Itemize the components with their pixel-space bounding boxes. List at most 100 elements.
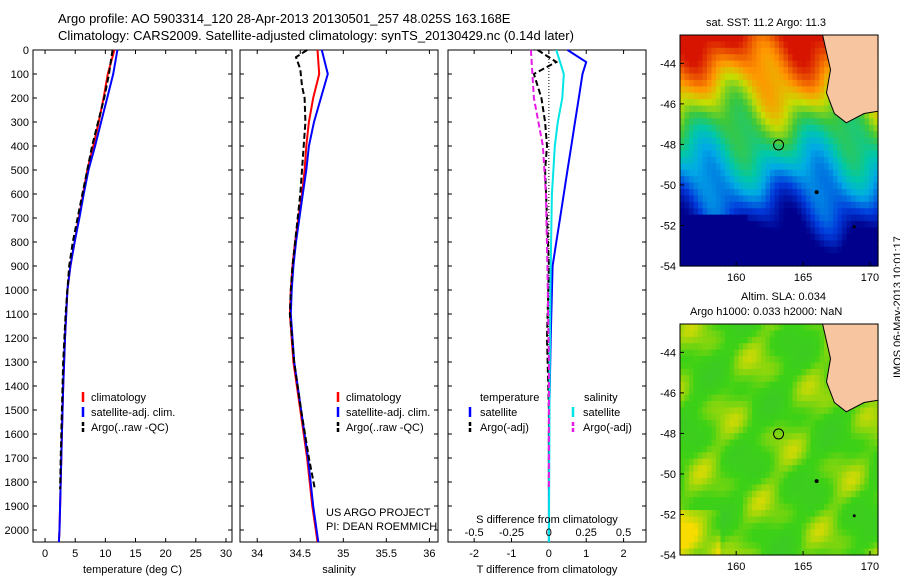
depth-tick-label: 1800 bbox=[5, 477, 29, 489]
depth-tick-label: 400 bbox=[11, 141, 29, 153]
difference-xtick-label: 0 bbox=[546, 548, 552, 560]
depth-tick-label: 200 bbox=[11, 93, 29, 105]
sla-ytick-label: -54 bbox=[660, 550, 676, 562]
temperature-series-1 bbox=[57, 49, 119, 543]
sla-ytick-label: -48 bbox=[660, 428, 676, 440]
difference-x2label: S difference from climatology bbox=[476, 514, 618, 526]
temperature-xlabel: temperature (deg C) bbox=[83, 564, 182, 576]
temperature-xtick-label: 15 bbox=[129, 548, 141, 560]
depth-tick-label: 0 bbox=[23, 45, 29, 57]
salinity-xtick-label: 35.5 bbox=[376, 548, 397, 560]
depth-tick-label: 900 bbox=[11, 261, 29, 273]
depth-tick-label: 600 bbox=[11, 189, 29, 201]
sst-ytick-label: -44 bbox=[660, 58, 676, 70]
salinity-xtick-label: 35 bbox=[337, 548, 349, 560]
salinity-xtick-label: 34.5 bbox=[290, 548, 311, 560]
sla-ytick-label: -50 bbox=[660, 469, 676, 481]
depth-tick-label: 1400 bbox=[5, 381, 29, 393]
difference-x2tick-label: -0.5 bbox=[465, 527, 484, 539]
sst-map-frame bbox=[679, 34, 879, 267]
figure-title-line2: Climatology: CARS2009. Satellite-adjuste… bbox=[58, 28, 574, 43]
difference-xtick-label: -2 bbox=[469, 548, 479, 560]
salinity-series-2 bbox=[288, 49, 316, 490]
difference-x2tick-label: -0.25 bbox=[499, 527, 524, 539]
depth-tick-label: 1000 bbox=[5, 285, 29, 297]
sst-ytick-label: -54 bbox=[660, 261, 676, 273]
sla-map-frame bbox=[679, 323, 879, 556]
difference-x2tick-label: 0.5 bbox=[616, 527, 631, 539]
depth-tick-label: 1300 bbox=[5, 357, 29, 369]
temperature-xtick-label: 10 bbox=[99, 548, 111, 560]
pi-label: PI: DEAN ROEMMICH bbox=[326, 521, 437, 533]
salinity-legend-label: climatology bbox=[346, 392, 402, 404]
difference-series-3 bbox=[529, 49, 550, 490]
depth-tick-label: 700 bbox=[11, 213, 29, 225]
temperature-legend-label: Argo(..raw -QC) bbox=[91, 422, 169, 434]
sla-xtick-label: 165 bbox=[794, 561, 812, 573]
sla-ytick-label: -52 bbox=[660, 509, 676, 521]
difference-x2tick-label: 0 bbox=[546, 527, 552, 539]
sla-ytick-label: -44 bbox=[660, 347, 676, 359]
temperature-xtick-label: 0 bbox=[42, 548, 48, 560]
sst-ytick-label: -52 bbox=[660, 220, 676, 232]
sst-xtick-label: 170 bbox=[861, 272, 879, 284]
sla-map-title-1: Altim. SLA: 0.034 bbox=[741, 291, 826, 303]
depth-tick-label: 1900 bbox=[5, 501, 29, 513]
difference-xtick-label: 2 bbox=[621, 548, 627, 560]
sst-map-title: sat. SST: 11.2 Argo: 11.3 bbox=[706, 17, 827, 29]
sla-xtick-label: 160 bbox=[727, 561, 745, 573]
sst-ytick-label: -48 bbox=[660, 139, 676, 151]
sst-ytick-label: -50 bbox=[660, 180, 676, 192]
depth-tick-label: 1100 bbox=[5, 309, 29, 321]
depth-tick-label: 1500 bbox=[5, 405, 29, 417]
sla-xtick-label: 170 bbox=[861, 561, 879, 573]
project-label: US ARGO PROJECT bbox=[326, 507, 431, 519]
diff-legend-label: Argo(-adj) bbox=[480, 422, 529, 434]
depth-tick-label: 800 bbox=[11, 237, 29, 249]
salinity-xtick-label: 34 bbox=[251, 548, 263, 560]
diff-legend-title-s: salinity bbox=[584, 392, 618, 404]
difference-series-1 bbox=[532, 49, 559, 490]
depth-tick-label: 2000 bbox=[5, 525, 29, 537]
sst-xtick-label: 165 bbox=[794, 272, 812, 284]
salinity-legend-label: satellite-adj. clim. bbox=[346, 407, 430, 419]
depth-tick-label: 1200 bbox=[5, 333, 29, 345]
sla-island bbox=[814, 479, 819, 484]
temperature-axes-frame bbox=[32, 49, 233, 543]
difference-xlabel: T difference from climatology bbox=[477, 564, 618, 576]
temperature-xtick-label: 30 bbox=[220, 548, 232, 560]
temperature-xtick-label: 25 bbox=[190, 548, 202, 560]
depth-tick-label: 100 bbox=[11, 69, 29, 81]
difference-xtick-label: -1 bbox=[507, 548, 517, 560]
temperature-xtick-label: 5 bbox=[72, 548, 78, 560]
diff-legend-label: satellite bbox=[480, 407, 517, 419]
sla-map-title-2: Argo h1000: 0.033 h2000: NaN bbox=[690, 306, 843, 318]
depth-tick-label: 500 bbox=[11, 165, 29, 177]
figure-title-line1: Argo profile: AO 5903314_120 28-Apr-2013… bbox=[58, 11, 511, 26]
depth-tick-label: 1600 bbox=[5, 429, 29, 441]
salinity-xlabel: salinity bbox=[322, 564, 356, 576]
imos-timestamp: IMOS 06-May-2013 10:01:17 bbox=[892, 236, 900, 378]
sst-argo-marker bbox=[773, 139, 785, 151]
difference-series-2 bbox=[547, 49, 565, 543]
difference-xtick-label: 1 bbox=[583, 548, 589, 560]
sst-ytick-label: -46 bbox=[660, 99, 676, 111]
sla-ytick-label: -46 bbox=[660, 388, 676, 400]
difference-x2tick-label: 0.25 bbox=[576, 527, 597, 539]
sla-argo-marker bbox=[773, 428, 785, 440]
sst-island bbox=[852, 225, 856, 229]
sla-map bbox=[680, 324, 879, 556]
depth-tick-label: 1700 bbox=[5, 453, 29, 465]
salinity-legend-label: Argo(..raw -QC) bbox=[346, 422, 424, 434]
temperature-xtick-label: 20 bbox=[160, 548, 172, 560]
salinity-xtick-label: 36 bbox=[423, 548, 435, 560]
sst-xtick-label: 160 bbox=[727, 272, 745, 284]
depth-tick-label: 300 bbox=[11, 117, 29, 129]
temperature-legend-label: climatology bbox=[91, 392, 147, 404]
sst-map bbox=[680, 35, 879, 267]
sst-island bbox=[814, 190, 819, 195]
salinity-axes-frame bbox=[239, 49, 439, 543]
temperature-legend-label: satellite-adj. clim. bbox=[91, 407, 175, 419]
temperature-series-2 bbox=[59, 49, 114, 490]
